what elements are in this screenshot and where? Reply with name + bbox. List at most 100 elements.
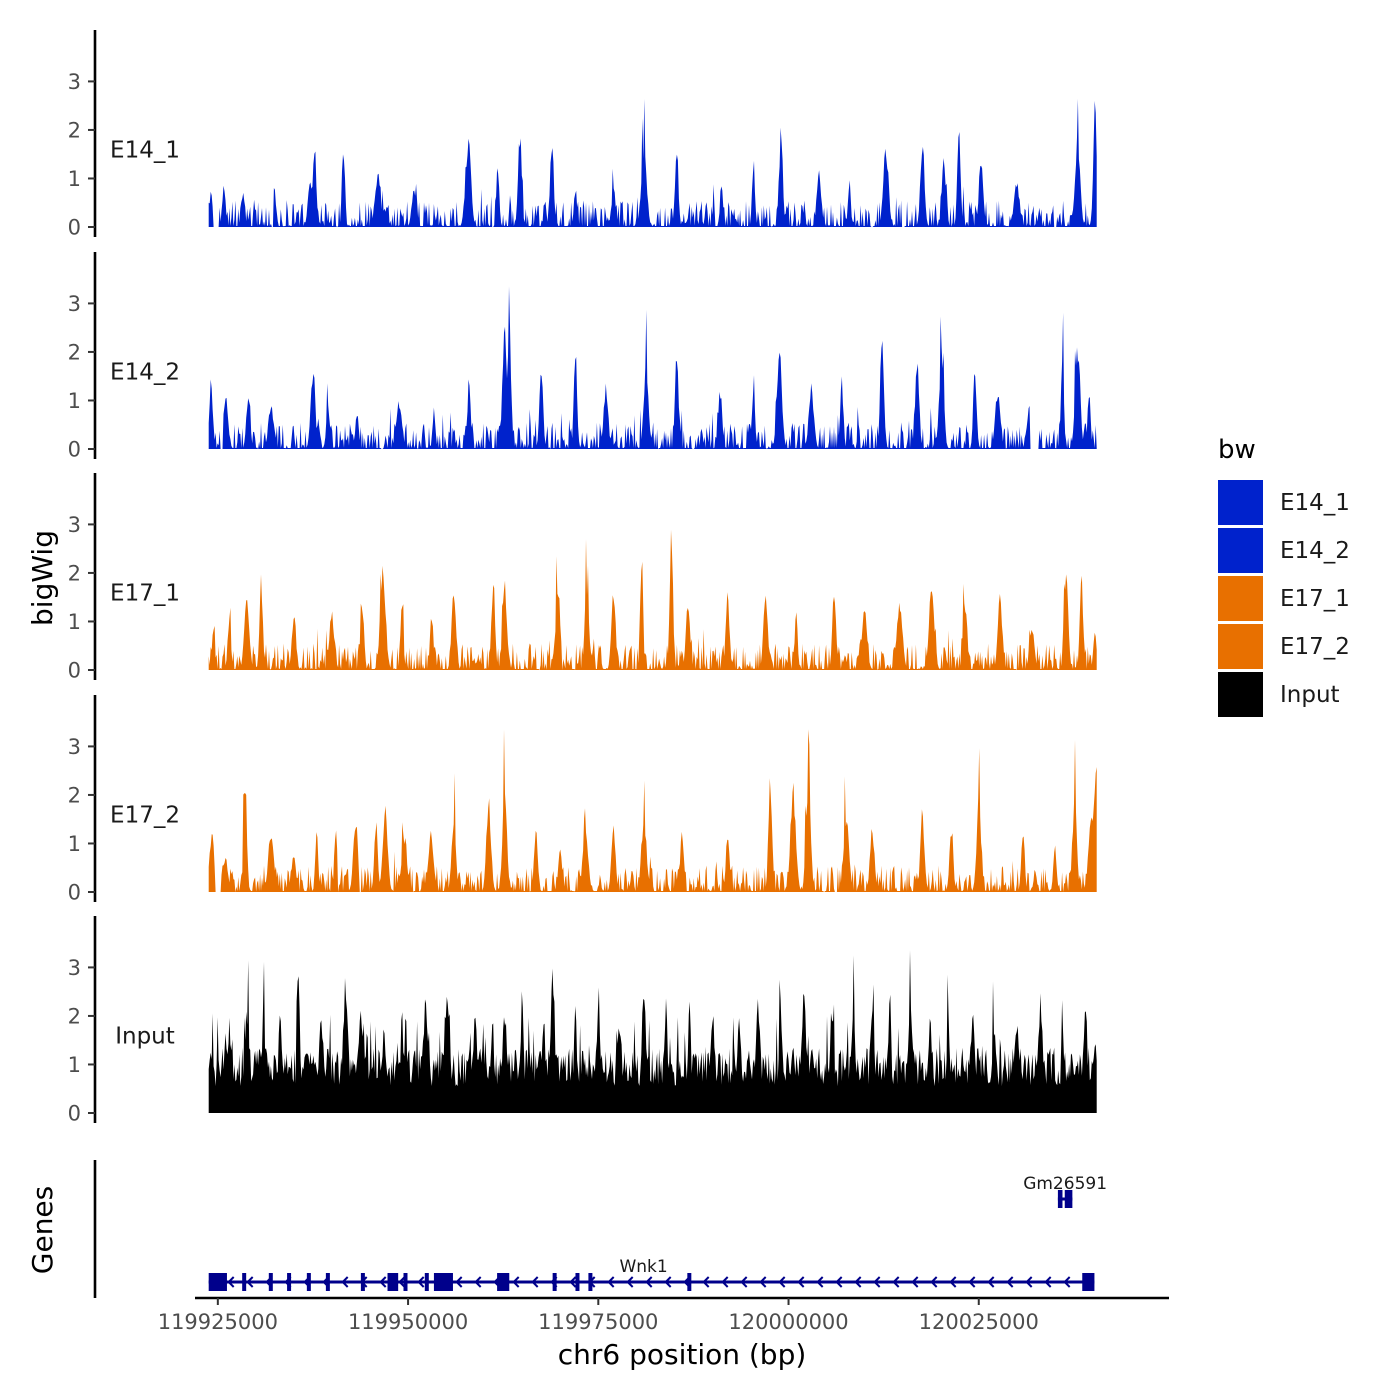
exon (497, 1273, 510, 1291)
strand-arrow (1063, 1276, 1071, 1288)
strand-arrow (702, 1276, 710, 1288)
track-label: E14_2 (110, 359, 180, 385)
track-label: E14_1 (110, 137, 180, 163)
exon (360, 1273, 365, 1291)
exon (325, 1273, 330, 1291)
gene-label: Gm26591 (1023, 1174, 1107, 1194)
x-axis: 119925000 119950000 119975000 120000000 1200… (158, 1296, 1169, 1334)
strand-arrow (645, 1276, 653, 1288)
track-e14-2: 0 1 2 3 E14_2 (68, 252, 1097, 462)
legend-swatch-e14-1 (1218, 480, 1263, 525)
strand-arrow (740, 1276, 748, 1288)
y-tick-label: 1 (68, 389, 81, 413)
strand-arrow (721, 1276, 729, 1288)
legend-title: bw (1218, 435, 1256, 465)
strand-arrow (474, 1276, 482, 1288)
exon (387, 1273, 399, 1291)
strand-arrow (854, 1276, 862, 1288)
strand-arrow (892, 1276, 900, 1288)
strand-arrow (569, 1276, 577, 1288)
y-tick-label: 3 (68, 70, 81, 94)
strand-arrow (512, 1276, 520, 1288)
y-tick-label: 0 (68, 881, 81, 905)
y-tick-label: 3 (68, 292, 81, 316)
legend-swatch-e17-2 (1218, 624, 1263, 669)
track-label: Input (115, 1023, 175, 1049)
y-tick-label: 0 (68, 438, 81, 462)
legend-label: E14_1 (1280, 490, 1350, 516)
exon (424, 1273, 429, 1291)
exon (433, 1273, 453, 1291)
legend-label: E14_2 (1280, 538, 1350, 564)
y-tick-label: 3 (68, 513, 81, 537)
strand-arrow (626, 1276, 634, 1288)
exon (1082, 1273, 1095, 1291)
x-axis-title: chr6 position (bp) (558, 1338, 807, 1371)
y-tick-label: 0 (68, 1102, 81, 1126)
track-input: 0 1 2 3 Input (68, 916, 1097, 1126)
legend-swatch-e14-2 (1218, 528, 1263, 573)
exon (687, 1273, 692, 1291)
exon (588, 1273, 593, 1291)
y-tick-label: 2 (68, 340, 81, 364)
strand-arrow (664, 1276, 672, 1288)
strand-arrow (1025, 1276, 1033, 1288)
exon (403, 1273, 408, 1291)
strand-arrow (797, 1276, 805, 1288)
x-tick-label: 119975000 (538, 1310, 658, 1334)
exon (268, 1273, 273, 1291)
y-tick-label: 2 (68, 783, 81, 807)
gene-wnk1: Wnk1 (208, 1257, 1095, 1291)
track-label: E17_1 (110, 580, 180, 606)
gene-annotation-panel: Wnk1 Gm26591 (93, 1160, 1107, 1298)
x-tick-label: 119950000 (348, 1310, 468, 1334)
y-tick-label: 1 (68, 1053, 81, 1077)
strand-arrow (1044, 1276, 1052, 1288)
strand-arrow (778, 1276, 786, 1288)
legend-label: Input (1280, 682, 1340, 708)
strand-arrow (759, 1276, 767, 1288)
y-tick-label: 0 (68, 659, 81, 683)
strand-arrow (835, 1276, 843, 1288)
y-tick-label: 1 (68, 832, 81, 856)
coverage-area (208, 950, 1097, 1113)
strand-arrow (949, 1276, 957, 1288)
coverage-area (208, 98, 1097, 227)
y-tick-label: 3 (68, 735, 81, 759)
strand-arrow (607, 1276, 615, 1288)
y-axis-title-bigwig: bigWig (26, 530, 59, 626)
strand-arrow (987, 1276, 995, 1288)
strand-arrow (246, 1276, 254, 1288)
strand-arrow (930, 1276, 938, 1288)
y-tick-label: 3 (68, 956, 81, 980)
y-tick-label: 1 (68, 610, 81, 634)
exon (1057, 1190, 1063, 1208)
y-tick-label: 2 (68, 561, 81, 585)
strand-arrow (379, 1276, 387, 1288)
track-e17-1: 0 1 2 3 E17_1 (68, 473, 1097, 683)
legend-label: E17_2 (1280, 634, 1350, 660)
legend-swatch-e17-1 (1218, 576, 1263, 621)
exon (287, 1273, 292, 1291)
exon (1064, 1190, 1073, 1208)
y-tick-label: 2 (68, 118, 81, 142)
x-tick-label: 120025000 (919, 1310, 1039, 1334)
strand-arrow (398, 1276, 406, 1288)
strand-arrow (911, 1276, 919, 1288)
gene-label: Wnk1 (619, 1257, 667, 1277)
strand-arrow (455, 1276, 463, 1288)
exon (575, 1273, 580, 1291)
strand-arrow (531, 1276, 539, 1288)
gene-gm26591: Gm26591 (1023, 1174, 1107, 1208)
legend: bw E14_1 E14_2 E17_1 E17_2 Input (1218, 435, 1350, 717)
exon (242, 1273, 247, 1291)
coverage-tracks: 0 1 2 3 E14_1 0 1 2 3 E14_2 0 1 2 3 E17_1 0 1 2 3 E17_2 0 1 2 3… (68, 30, 1097, 1126)
x-tick-label: 120000000 (728, 1310, 848, 1334)
strand-arrow (816, 1276, 824, 1288)
track-label: E17_2 (110, 802, 180, 828)
exon (208, 1273, 227, 1291)
strand-arrow (968, 1276, 976, 1288)
strand-arrow (341, 1276, 349, 1288)
x-tick-label: 119925000 (158, 1310, 278, 1334)
